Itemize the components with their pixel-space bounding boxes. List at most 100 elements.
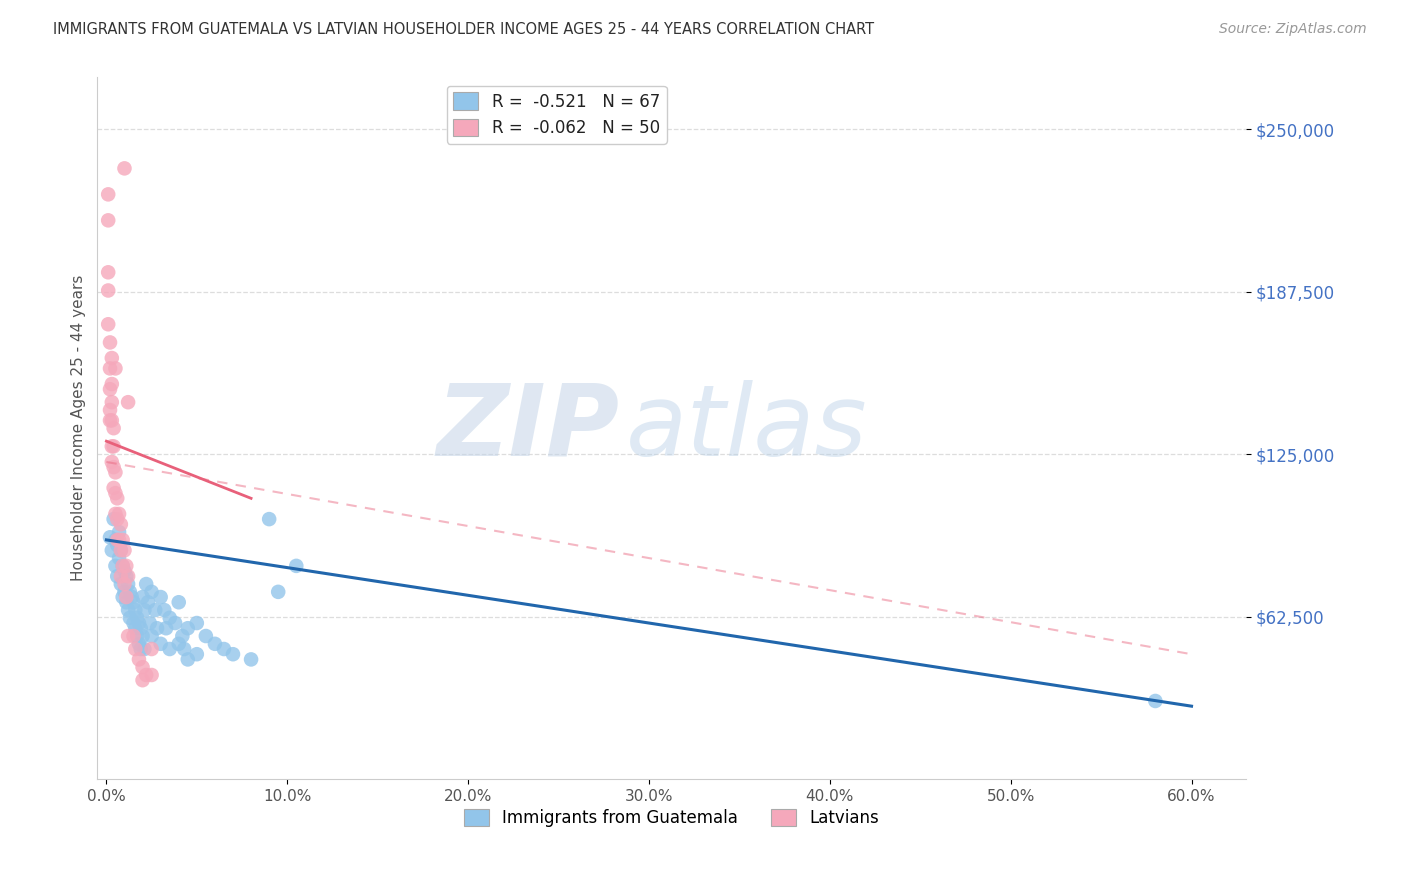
Point <box>97 213 120 227</box>
Point <box>104 486 127 500</box>
Point <box>143 603 166 617</box>
Point <box>141 629 163 643</box>
Point <box>131 629 153 643</box>
Point <box>131 673 153 688</box>
Point <box>177 621 200 635</box>
Point <box>103 460 125 475</box>
Point <box>101 543 124 558</box>
Text: IMMIGRANTS FROM GUATEMALA VS LATVIAN HOUSEHOLDER INCOME AGES 25 - 44 YEARS CORRE: IMMIGRANTS FROM GUATEMALA VS LATVIAN HOU… <box>53 22 875 37</box>
Point <box>155 621 177 635</box>
Point <box>98 361 121 376</box>
Point <box>136 595 159 609</box>
Point <box>101 351 124 365</box>
Y-axis label: Householder Income Ages 25 - 44 years: Householder Income Ages 25 - 44 years <box>72 275 86 582</box>
Point <box>103 439 125 453</box>
Point <box>139 615 162 630</box>
Point <box>97 265 120 279</box>
Point <box>104 507 127 521</box>
Point <box>285 558 308 573</box>
Point <box>108 551 131 566</box>
Point <box>146 621 169 635</box>
Point <box>129 621 152 635</box>
Point <box>124 642 146 657</box>
Point <box>110 577 132 591</box>
Point <box>101 395 124 409</box>
Point <box>105 512 128 526</box>
Text: ZIP: ZIP <box>437 380 620 476</box>
Point <box>114 161 136 176</box>
Point <box>101 413 124 427</box>
Point <box>117 569 139 583</box>
Point <box>98 403 121 417</box>
Point <box>153 603 176 617</box>
Point <box>172 629 194 643</box>
Point <box>101 455 124 469</box>
Point <box>1144 694 1167 708</box>
Point <box>167 595 190 609</box>
Point <box>115 595 138 609</box>
Point <box>103 512 125 526</box>
Point <box>110 543 132 558</box>
Point <box>135 577 157 591</box>
Point <box>108 525 131 540</box>
Point <box>115 558 138 573</box>
Point <box>186 647 208 661</box>
Point <box>98 382 121 396</box>
Point <box>111 533 134 547</box>
Point <box>121 590 143 604</box>
Point <box>118 611 141 625</box>
Point <box>103 481 125 495</box>
Point <box>117 577 139 591</box>
Point <box>111 558 134 573</box>
Point <box>105 491 128 506</box>
Point <box>122 615 145 630</box>
Point <box>122 595 145 609</box>
Point <box>105 569 128 583</box>
Point <box>128 637 150 651</box>
Point <box>104 466 127 480</box>
Point <box>124 621 146 635</box>
Point <box>98 413 121 427</box>
Point <box>134 603 156 617</box>
Point <box>127 611 149 625</box>
Point <box>114 564 136 578</box>
Point <box>114 585 136 599</box>
Point <box>111 590 134 604</box>
Point <box>131 590 153 604</box>
Point <box>127 629 149 643</box>
Point <box>115 569 138 583</box>
Point <box>159 611 181 625</box>
Point <box>117 603 139 617</box>
Point <box>149 590 172 604</box>
Point <box>134 642 156 657</box>
Point <box>177 652 200 666</box>
Point <box>114 543 136 558</box>
Point <box>110 543 132 558</box>
Point <box>141 668 163 682</box>
Point <box>98 530 121 544</box>
Point <box>149 637 172 651</box>
Point <box>222 647 245 661</box>
Point <box>165 615 187 630</box>
Point <box>110 569 132 583</box>
Point <box>128 615 150 630</box>
Point <box>117 395 139 409</box>
Point <box>104 558 127 573</box>
Point <box>103 421 125 435</box>
Point <box>173 642 195 657</box>
Point <box>240 652 263 666</box>
Point <box>212 642 235 657</box>
Point <box>104 361 127 376</box>
Point <box>98 335 121 350</box>
Point <box>97 284 120 298</box>
Point <box>204 637 226 651</box>
Point <box>267 585 290 599</box>
Point <box>135 668 157 682</box>
Point <box>105 538 128 552</box>
Text: atlas: atlas <box>626 380 868 476</box>
Point <box>105 533 128 547</box>
Point <box>128 652 150 666</box>
Point <box>110 517 132 532</box>
Point <box>159 642 181 657</box>
Point <box>97 187 120 202</box>
